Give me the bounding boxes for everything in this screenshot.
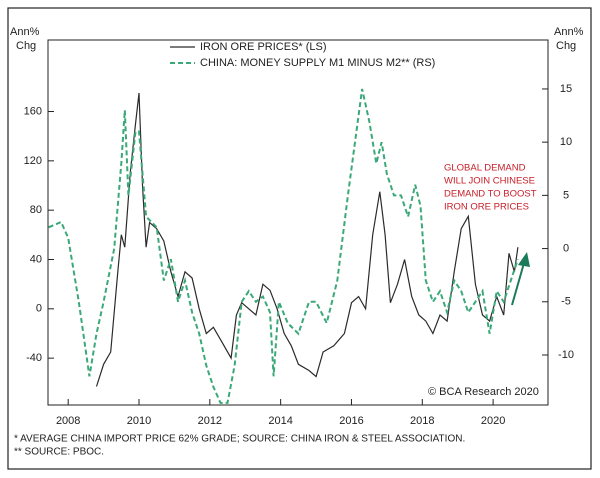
y2-tick-label: 15 [560, 83, 572, 95]
y2-axis-label: Ann% [554, 26, 584, 38]
x-tick-label: 2012 [198, 415, 222, 427]
series-line [48, 88, 519, 404]
legend-label: CHINA: MONEY SUPPLY M1 MINUS M2** (RS) [200, 57, 435, 69]
outer-frame [7, 7, 592, 470]
x-tick-label: 2020 [481, 415, 505, 427]
source: © BCA Research 2020 [428, 386, 539, 398]
footnote: ** SOURCE: PBOC. [14, 447, 104, 458]
y2-tick-label: 0 [563, 242, 569, 254]
y-tick-label: 0 [36, 303, 42, 315]
y-tick-label: 80 [30, 204, 42, 216]
y2-tick-label: -10 [558, 349, 574, 361]
y-tick-label: 160 [24, 105, 42, 117]
y-tick-label: 40 [30, 253, 42, 265]
legend-label: IRON ORE PRICES* (LS) [200, 41, 327, 53]
y2-axis-label: Chg [556, 40, 576, 52]
y-axis-label: Chg [16, 40, 36, 52]
annotation: WILL JOIN CHINESE [444, 176, 535, 187]
y-tick-label: -40 [26, 352, 42, 364]
annotation: DEMAND TO BOOST [444, 189, 537, 200]
arrow [511, 262, 525, 306]
x-tick-label: 2008 [56, 415, 80, 427]
arrow-head [518, 252, 530, 267]
y-tick-label: 120 [24, 155, 42, 167]
y2-tick-label: 5 [563, 189, 569, 201]
x-tick-label: 2010 [127, 415, 151, 427]
plot-frame [47, 39, 549, 406]
footnote: * AVERAGE CHINA IMPORT PRICE 62% GRADE; … [14, 434, 465, 445]
y2-tick-label: 10 [560, 136, 572, 148]
y2-tick-label: -5 [561, 296, 571, 308]
x-tick-label: 2016 [339, 415, 363, 427]
x-tick-label: 2018 [410, 415, 434, 427]
annotation: IRON ORE PRICES [444, 202, 529, 213]
y-axis-label: Ann% [10, 26, 40, 38]
x-tick-label: 2014 [268, 415, 292, 427]
annotation: GLOBAL DEMAND [444, 163, 526, 174]
